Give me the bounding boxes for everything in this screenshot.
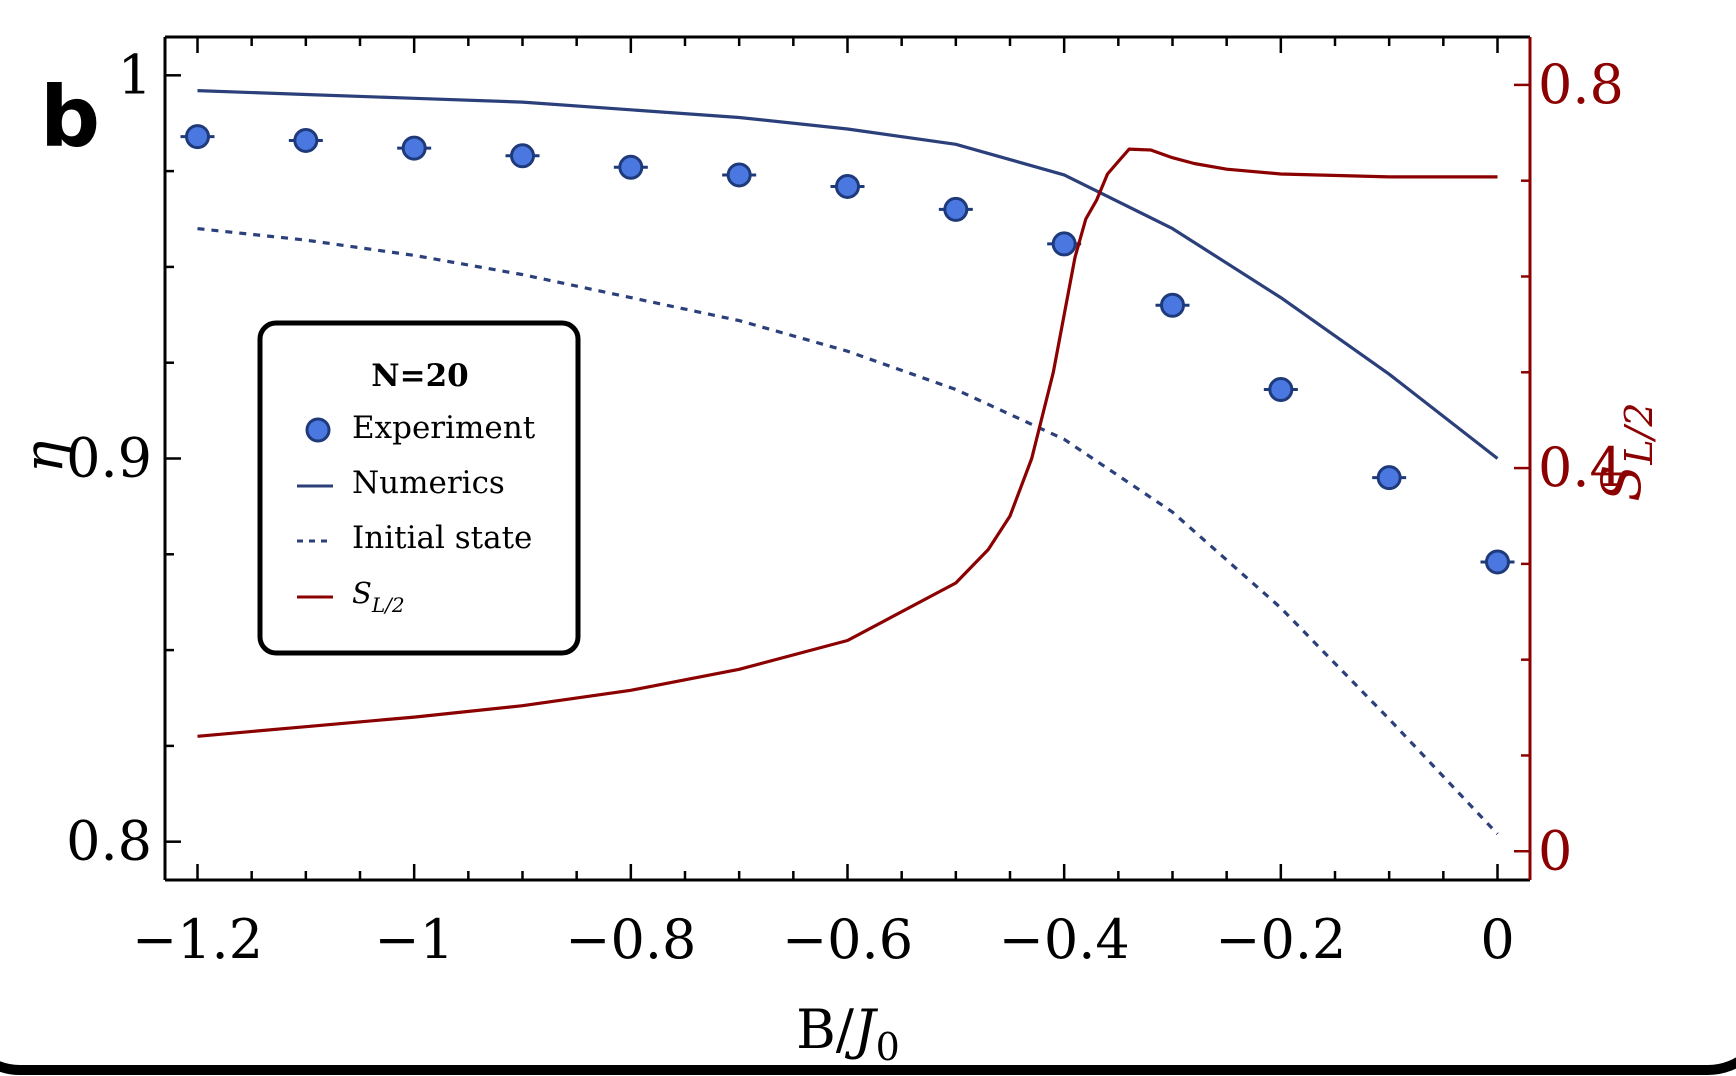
x-tick-label: −0.4 — [999, 908, 1130, 971]
experiment-point — [618, 154, 644, 180]
experiment-point — [943, 196, 969, 222]
x-tick-label: −0.6 — [782, 908, 913, 971]
x-tick-label: −0.8 — [565, 908, 696, 971]
experiment-point — [1160, 292, 1185, 318]
y-axis-right-label: SL/2 — [1590, 402, 1661, 501]
experiment-point — [1485, 549, 1510, 575]
experiment-point — [185, 124, 210, 150]
legend: N=20 Experiment Numerics Initial state S… — [257, 320, 581, 656]
numerics-line — [197, 89, 1499, 460]
legend-entropy-label: SL/2 — [352, 576, 405, 617]
x-tick-label: 0 — [1480, 908, 1514, 971]
x-tick-label: −0.2 — [1215, 908, 1346, 971]
experiment-point — [401, 135, 427, 161]
series-layer — [180, 89, 1515, 836]
experiment-point — [835, 173, 860, 199]
plot-area: −1.2 −1 −0.8 −0.6 −0.4 −0.2 0 0.8 0.9 1 0 0.4 0.8 — [66, 35, 1624, 971]
initial-state-line — [197, 227, 1499, 836]
y-right-tick-label: 0.4 — [1538, 436, 1624, 499]
y-left-tick-label: 1 — [118, 43, 152, 106]
experiment-point — [1051, 231, 1077, 257]
legend-title: N=20 — [371, 358, 468, 394]
legend-numerics-label: Numerics — [352, 465, 505, 501]
entropy-line — [197, 147, 1498, 738]
panel-label: b — [40, 68, 100, 166]
experiment-point — [1268, 377, 1294, 403]
y-right-tick-label: 0.8 — [1538, 53, 1624, 116]
experiment-point — [726, 162, 752, 188]
legend-experiment-label: Experiment — [352, 410, 536, 446]
x-tick-label: −1.2 — [132, 908, 263, 971]
y-axis-left-label: η — [12, 441, 75, 473]
experiment-point — [1376, 465, 1402, 491]
x-axis-label: B/J0 — [796, 998, 900, 1069]
legend-box — [257, 320, 581, 656]
y-left-tick-label: 0.8 — [66, 810, 152, 873]
x-tick-label: −1 — [374, 908, 454, 971]
experiment-point — [510, 143, 535, 169]
legend-experiment-marker — [305, 417, 331, 443]
y-right-tick-label: 0 — [1538, 819, 1572, 882]
legend-initial-label: Initial state — [352, 520, 532, 556]
experiment-point — [293, 127, 319, 153]
y-left-tick-label: 0.9 — [66, 427, 152, 490]
